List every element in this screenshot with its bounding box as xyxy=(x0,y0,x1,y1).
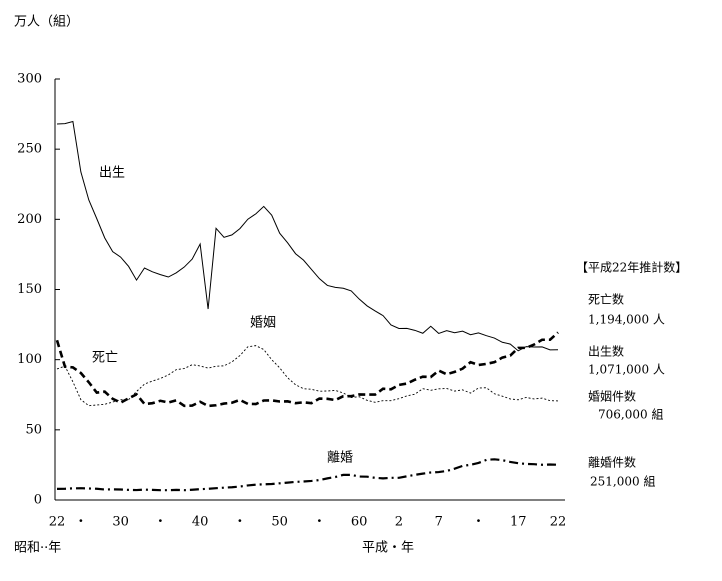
y-axis-label: 万人（組） xyxy=(14,15,79,30)
x-tick-label: 2 xyxy=(395,515,403,530)
series-label: 出生 xyxy=(99,166,125,181)
annotation: 出生数 xyxy=(588,344,624,359)
series-line xyxy=(55,331,559,408)
series-label: 離婚 xyxy=(327,451,353,466)
annotation: 離婚件数 xyxy=(588,455,636,470)
x-tick-label: ・ xyxy=(472,515,485,530)
annotation: 1,071,000 人 xyxy=(588,363,665,377)
x-tick-label: 17 xyxy=(510,515,527,530)
x-tick-label: ・ xyxy=(313,515,326,530)
annotation: 251,000 組 xyxy=(590,475,655,489)
x-tick-label: 7 xyxy=(435,515,443,530)
x-tick-label: ・ xyxy=(154,515,167,530)
x-tick-label: 30 xyxy=(112,515,129,530)
annotation: 婚姻件数 xyxy=(588,389,636,404)
y-tick-label: 100 xyxy=(17,352,42,367)
annotation: 706,000 組 xyxy=(598,408,663,422)
series-line xyxy=(56,458,559,492)
x-tick-label: 22 xyxy=(49,515,66,530)
y-tick-label: 50 xyxy=(25,422,42,437)
x-tick-label: 40 xyxy=(192,515,209,530)
x-tick-label: 50 xyxy=(271,515,288,530)
series-label: 婚姻 xyxy=(250,316,276,331)
y-tick-label: 150 xyxy=(17,282,42,297)
y-tick-label: 0 xyxy=(34,493,42,508)
series-line xyxy=(56,120,559,352)
x-tick-label: 22 xyxy=(550,515,567,530)
series-label: 死亡 xyxy=(92,351,118,366)
annotation: 死亡数 xyxy=(588,292,624,307)
x-axis-label: 平成・年 xyxy=(362,541,414,556)
y-tick-label: 200 xyxy=(17,212,42,227)
x-tick-label: ・ xyxy=(74,515,87,530)
y-tick-label: 250 xyxy=(17,142,42,157)
x-axis-label: 昭和··年 xyxy=(14,541,61,556)
x-tick-label: 60 xyxy=(351,515,368,530)
series-line xyxy=(56,345,559,407)
annotation: 1,194,000 人 xyxy=(588,313,665,327)
y-tick-label: 300 xyxy=(17,72,42,87)
x-tick-label: ・ xyxy=(233,515,246,530)
annotation: 【平成22年推計数】 xyxy=(576,260,687,275)
